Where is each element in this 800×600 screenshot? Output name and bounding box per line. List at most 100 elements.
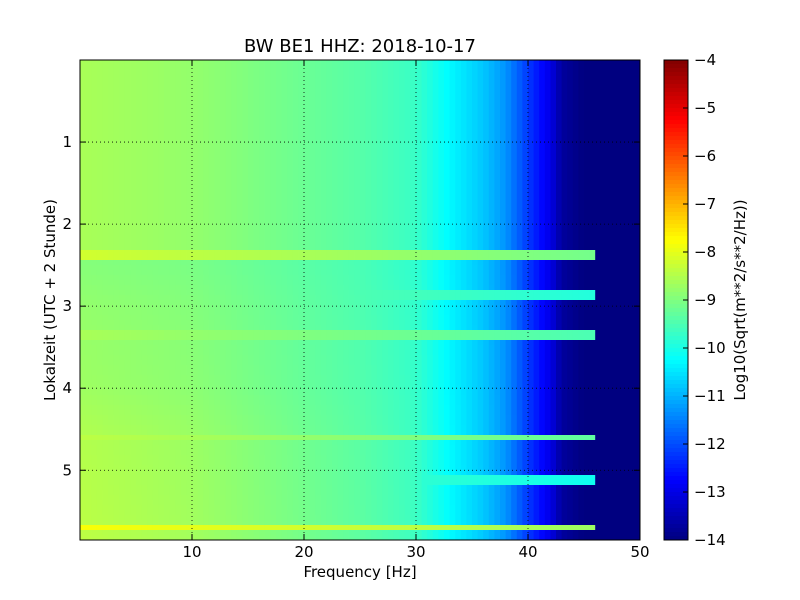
heatmap-cell (270, 270, 277, 276)
heatmap-cell (382, 110, 389, 116)
heatmap-cell (236, 145, 243, 151)
heatmap-cell (164, 145, 171, 151)
heatmap-cell (533, 135, 540, 141)
heatmap-cell (600, 195, 607, 201)
heatmap-cell (169, 70, 176, 76)
heatmap-cell (578, 220, 585, 226)
heatmap-cell (516, 195, 523, 201)
heatmap-cell (595, 75, 602, 81)
heatmap-cell (259, 150, 266, 156)
heatmap-cell (488, 245, 495, 251)
heatmap-cell (634, 180, 641, 186)
heatmap-cell (326, 100, 333, 106)
heatmap-cell (623, 220, 630, 226)
heatmap-cell (175, 165, 182, 171)
heatmap-cell (460, 180, 467, 186)
heatmap-cell (444, 190, 451, 196)
heatmap-cell (516, 305, 523, 311)
heatmap-cell (192, 145, 199, 151)
heatmap-cell (550, 220, 557, 226)
heatmap-cell (175, 125, 182, 131)
heatmap-cell (102, 160, 109, 166)
heatmap-cell (561, 180, 568, 186)
heatmap-cell (556, 210, 563, 216)
heatmap-cell (460, 250, 467, 256)
heatmap-cell (388, 80, 395, 86)
heatmap-cell (449, 195, 456, 201)
heatmap-cell (365, 145, 372, 151)
heatmap-cell (393, 95, 400, 101)
heatmap-cell (175, 225, 182, 231)
heatmap-cell (326, 195, 333, 201)
heatmap-cell (416, 260, 423, 266)
heatmap-cell (91, 210, 98, 216)
heatmap-cell (623, 265, 630, 271)
heatmap-cell (584, 135, 591, 141)
heatmap-cell (169, 300, 176, 306)
heatmap-cell (550, 65, 557, 71)
heatmap-cell (164, 265, 171, 271)
heatmap-cell (606, 60, 613, 66)
heatmap-cell (270, 145, 277, 151)
heatmap-cell (169, 135, 176, 141)
heatmap-cell (617, 255, 624, 261)
heatmap-cell (500, 300, 507, 306)
heatmap-cell (578, 150, 585, 156)
heatmap-cell (371, 135, 378, 141)
heatmap-cell (192, 235, 199, 241)
heatmap-cell (365, 235, 372, 241)
heatmap-cell (472, 240, 479, 246)
heatmap-cell (444, 75, 451, 81)
heatmap-cell (130, 115, 137, 121)
heatmap-cell (124, 260, 131, 266)
heatmap-cell (410, 65, 417, 71)
heatmap-cell (320, 120, 327, 126)
heatmap-cell (382, 85, 389, 91)
heatmap-cell (438, 85, 445, 91)
heatmap-cell (382, 185, 389, 191)
heatmap-cell (119, 220, 126, 226)
heatmap-cell (248, 285, 255, 291)
heatmap-cell (298, 135, 305, 141)
heatmap-cell (432, 235, 439, 241)
heatmap-cell (141, 290, 148, 296)
heatmap-cell (113, 260, 120, 266)
heatmap-cell (119, 175, 126, 181)
heatmap-cell (612, 255, 619, 261)
heatmap-cell (354, 125, 361, 131)
heatmap-cell (276, 110, 283, 116)
heatmap-cell (220, 160, 227, 166)
heatmap-cell (304, 300, 311, 306)
heatmap-cell (438, 235, 445, 241)
heatmap-cell (477, 150, 484, 156)
heatmap-cell (393, 285, 400, 291)
heatmap-cell (287, 195, 294, 201)
heatmap-cell (449, 120, 456, 126)
heatmap-cell (376, 285, 383, 291)
heatmap-cell (315, 180, 322, 186)
heatmap-cell (528, 105, 535, 111)
heatmap-cell (404, 70, 411, 76)
heatmap-cell (477, 290, 484, 296)
heatmap-cell (393, 185, 400, 191)
heatmap-cell (276, 75, 283, 81)
heatmap-cell (628, 110, 635, 116)
heatmap-cell (152, 140, 159, 146)
heatmap-cell (533, 105, 540, 111)
heatmap-cell (410, 120, 417, 126)
heatmap-cell (466, 270, 473, 276)
heatmap-cell (225, 305, 232, 311)
heatmap-cell (231, 75, 238, 81)
heatmap-cell (242, 140, 249, 146)
heatmap-cell (634, 125, 641, 131)
heatmap-cell (214, 260, 221, 266)
heatmap-cell (337, 85, 344, 91)
heatmap-cell (584, 275, 591, 281)
heatmap-cell (567, 295, 574, 301)
heatmap-cell (225, 210, 232, 216)
heatmap-cell (124, 145, 131, 151)
heatmap-cell (108, 60, 115, 66)
heatmap-cell (505, 255, 512, 261)
heatmap-cell (231, 270, 238, 276)
heatmap-cell (214, 75, 221, 81)
